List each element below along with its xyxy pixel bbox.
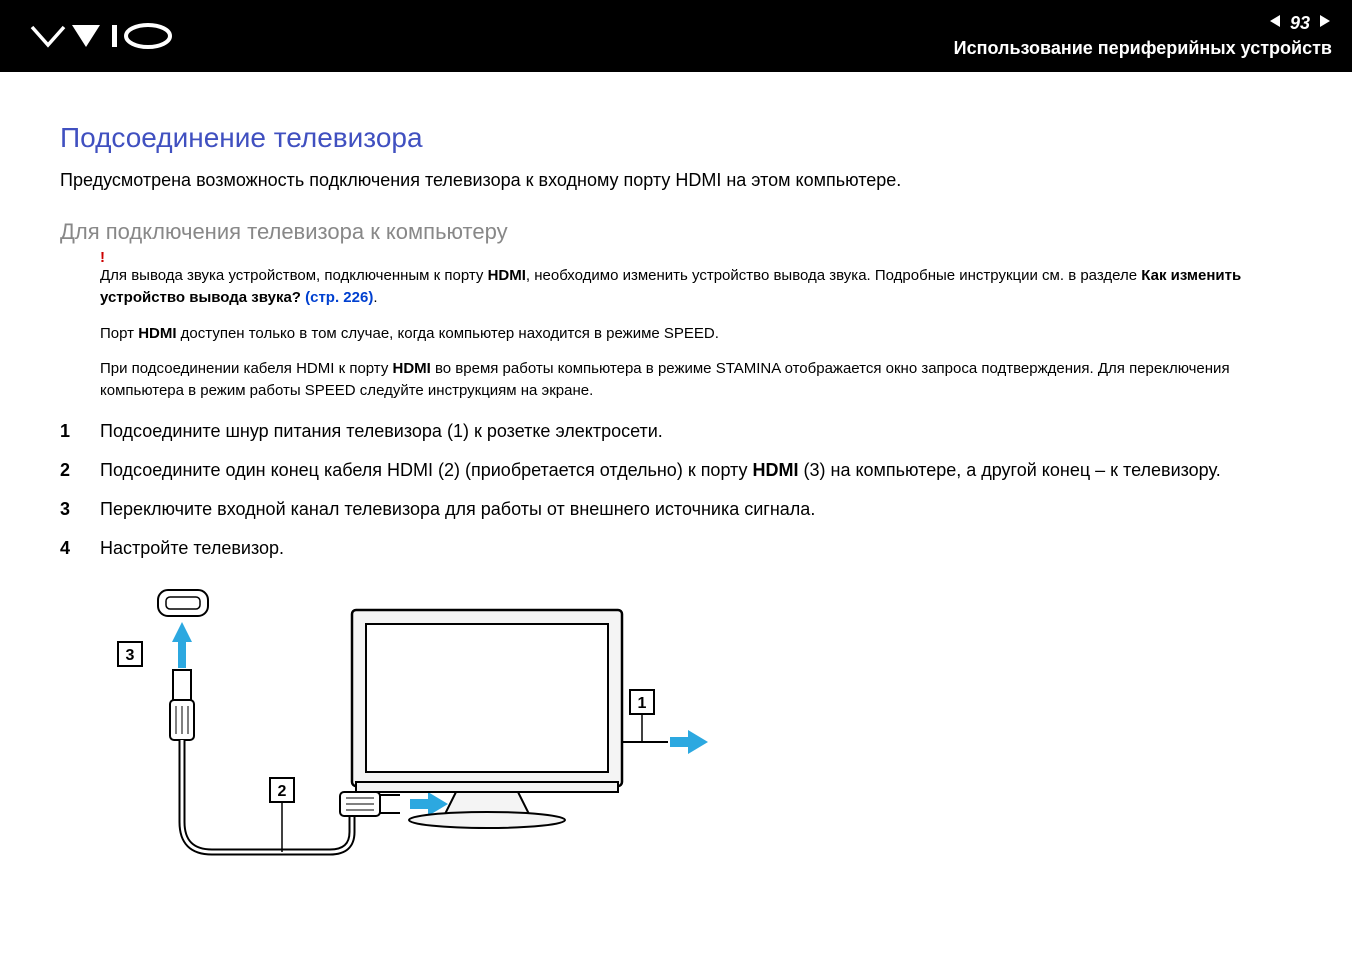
step-4: Настройте телевизор.	[60, 535, 1292, 562]
step-2: Подсоедините один конец кабеля HDMI (2) …	[60, 457, 1292, 484]
page-title: Подсоединение телевизора	[60, 122, 1292, 154]
arrow-up-icon	[172, 622, 192, 668]
step-1: Подсоедините шнур питания телевизора (1)…	[60, 418, 1292, 445]
label-3: 3	[126, 647, 135, 664]
next-page-icon[interactable]	[1316, 13, 1332, 34]
hdmi-port-icon	[158, 590, 208, 616]
arrow-right-power-icon	[670, 730, 708, 754]
header-right: 93 Использование периферийных устройств	[954, 13, 1332, 59]
label-1: 1	[638, 695, 647, 712]
page-ref-link[interactable]: (стр. 226)	[305, 289, 373, 306]
warning-block: ! Для вывода звука устройством, подключе…	[100, 265, 1292, 402]
warning-icon: !	[100, 247, 105, 269]
hdmi-connector-horizontal-icon	[340, 792, 408, 816]
steps-list: Подсоедините шнур питания телевизора (1)…	[60, 418, 1292, 562]
hdmi-cable-icon	[182, 740, 352, 852]
hdmi-connector-vertical-icon	[170, 670, 194, 740]
subtitle: Для подключения телевизора к компьютеру	[60, 219, 1292, 245]
prev-page-icon[interactable]	[1268, 13, 1284, 34]
vaio-logo	[30, 19, 180, 53]
page-content: Подсоединение телевизора Предусмотрена в…	[0, 72, 1352, 907]
section-title: Использование периферийных устройств	[954, 38, 1332, 59]
intro-text: Предусмотрена возможность подключения те…	[60, 170, 1292, 191]
step-3: Переключите входной канал телевизора для…	[60, 496, 1292, 523]
warning-para-3: При подсоединении кабеля HDMI к порту HD…	[100, 358, 1292, 402]
page-header: 93 Использование периферийных устройств	[0, 0, 1352, 72]
warning-para-1: Для вывода звука устройством, подключенн…	[100, 265, 1292, 309]
warning-para-2: Порт HDMI доступен только в том случае, …	[100, 323, 1292, 345]
label-2: 2	[278, 783, 287, 800]
page-nav: 93	[1268, 13, 1332, 34]
connection-diagram: 3 2	[100, 582, 1292, 887]
page-number: 93	[1290, 13, 1310, 34]
